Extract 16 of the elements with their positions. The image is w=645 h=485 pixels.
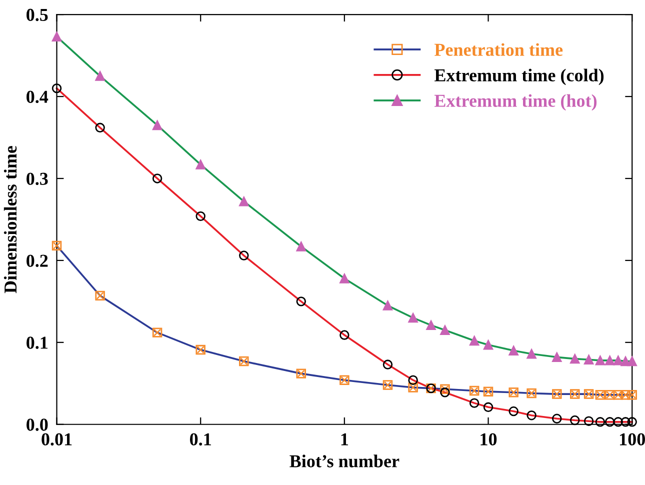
x-tick-label: 0.01 [42,433,72,446]
legend-label: Extremum time (hot) [434,94,597,111]
y-tick-label: 0.2 [26,254,48,267]
y-tick-label: 0.5 [26,8,48,22]
y-tick-label: 0.0 [26,418,48,431]
y-axis-title: Dimensionless time [4,146,17,294]
x-tick-label: 100 [620,433,645,446]
x-axis-title: Biot’s number [290,454,400,468]
y-tick-label: 0.1 [26,336,48,349]
y-tick-label: 0.4 [26,90,48,104]
x-tick-label: 0.1 [190,433,211,446]
y-tick-label: 0.3 [26,172,48,185]
legend-label: Extremum time (cold) [434,68,604,86]
x-tick-label: 10 [480,433,497,446]
legend-label: Penetration time [434,43,563,56]
x-tick-label: 1 [341,433,348,446]
